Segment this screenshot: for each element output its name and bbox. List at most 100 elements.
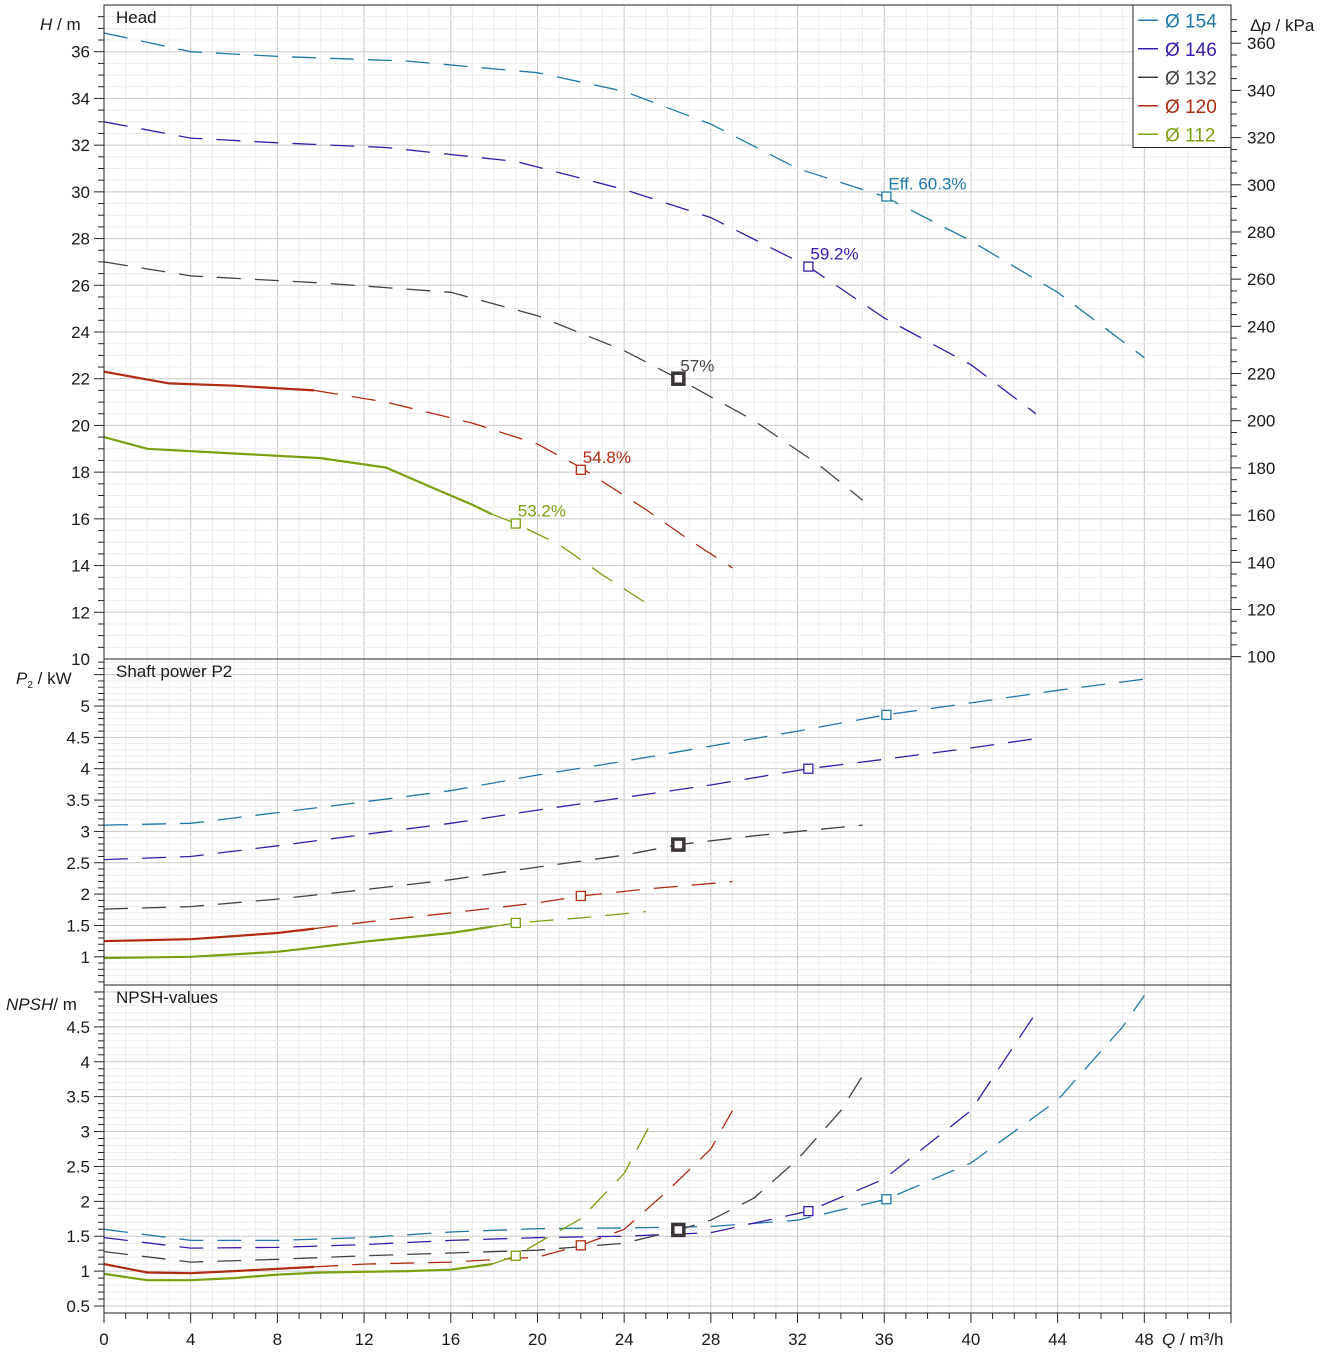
legend-item-label: Ø 154	[1165, 11, 1217, 32]
power-y-tick-label: 2	[81, 885, 90, 904]
head-y-tick-label: 28	[71, 230, 90, 249]
head-y-tick-label: 10	[71, 650, 90, 669]
head-marker-d132	[671, 371, 686, 386]
x-tick-label: 8	[273, 1330, 282, 1349]
efficiency-label-d132: 57%	[680, 357, 714, 376]
head-marker-d154	[881, 191, 892, 202]
secondary-y-tick-label: 360	[1247, 34, 1275, 53]
power-y-tick-label: 1.5	[66, 916, 90, 935]
power-y-tick-label: 2.5	[66, 854, 90, 873]
power-y-tick-label: 4	[81, 760, 90, 779]
npsh-marker-d112	[510, 1250, 521, 1261]
x-tick-label: 48	[1135, 1330, 1154, 1349]
npsh-y-tick-label: 0.5	[66, 1297, 90, 1316]
head-marker-d112	[510, 518, 521, 529]
npsh-y-tick-label: 3.5	[66, 1088, 90, 1107]
efficiency-label-d120: 54.8%	[583, 448, 631, 467]
npsh-marker-d120	[575, 1240, 586, 1251]
npsh-y-tick-label: 2.5	[66, 1157, 90, 1176]
x-tick-label: 44	[1048, 1330, 1067, 1349]
head-axis-label: H / m	[40, 15, 81, 34]
head-y-tick-label: 30	[71, 183, 90, 202]
x-tick-label: 28	[701, 1330, 720, 1349]
x-tick-label: 4	[186, 1330, 195, 1349]
npsh-panel-title: NPSH-values	[116, 988, 218, 1007]
efficiency-label-d154: Eff. 60.3%	[888, 175, 966, 194]
head-y-tick-label: 18	[71, 463, 90, 482]
power-y-tick-label: 5	[81, 697, 90, 716]
power-marker-d154	[881, 709, 892, 720]
secondary-y-tick-label: 100	[1247, 648, 1275, 667]
head-y-tick-label: 22	[71, 370, 90, 389]
power-y-tick-label: 4.5	[66, 728, 90, 747]
power-curve-d112	[491, 910, 646, 928]
head-marker-d120	[575, 464, 586, 475]
power-y-tick-label: 3.5	[66, 791, 90, 810]
head-curve-d112	[491, 513, 647, 604]
head-curve-d146	[103, 121, 1037, 415]
head-curve-d120-solid	[103, 370, 315, 392]
secondary-y-tick-label: 180	[1247, 459, 1275, 478]
power-marker-d112	[510, 917, 521, 929]
npsh-curve-d146	[103, 1012, 1037, 1249]
curve-layer	[103, 32, 1145, 1282]
secondary-y-tick-label: 160	[1247, 506, 1275, 525]
x-tick-label: 36	[875, 1330, 894, 1349]
npsh-y-tick-label: 4.5	[66, 1018, 90, 1037]
frame-layer	[94, 4, 1241, 1323]
power-marker-d132	[671, 837, 686, 852]
x-tick-label: 40	[961, 1330, 980, 1349]
head-y-tick-label: 12	[71, 603, 90, 622]
power-curve-d120	[314, 880, 733, 930]
npsh-axis-label: NPSH/ m	[6, 995, 77, 1014]
head-panel-title: Head	[116, 8, 157, 27]
power-y-tick-label: 3	[81, 822, 90, 841]
legend: Ø 154 Ø 146 Ø 132 Ø 120 Ø 112	[1132, 4, 1232, 148]
head-y-tick-label: 26	[71, 276, 90, 295]
head-y-tick-label: 34	[71, 89, 90, 108]
secondary-y-tick-label: 280	[1247, 223, 1275, 242]
head-curve-d120	[314, 389, 733, 569]
legend-item-label: Ø 112	[1165, 125, 1215, 146]
power-curve-d154	[103, 678, 1145, 826]
x-tick-label: 12	[355, 1330, 374, 1349]
power-curve-d132	[103, 824, 863, 910]
head-curve-d112-solid	[103, 436, 493, 516]
legend-item-label: Ø 146	[1165, 40, 1217, 61]
power-y-tick-label: 1	[81, 948, 90, 967]
power-marker-d146	[803, 763, 814, 774]
head-curve-d132	[103, 261, 864, 501]
secondary-axis-label: Δp / kPa	[1250, 16, 1315, 35]
x-tick-label: 0	[99, 1330, 108, 1349]
x-tick-label: 32	[788, 1330, 807, 1349]
power-marker-d120	[575, 890, 586, 902]
secondary-y-tick-label: 120	[1247, 600, 1275, 619]
npsh-y-tick-label: 2	[81, 1192, 90, 1211]
npsh-curve-d112-solid	[103, 1263, 493, 1282]
power-curve-d120-solid	[103, 927, 315, 943]
secondary-y-tick-label: 300	[1247, 176, 1275, 195]
x-tick-label: 20	[528, 1330, 547, 1349]
secondary-y-tick-label: 240	[1247, 317, 1275, 336]
npsh-curve-d120-solid	[103, 1263, 315, 1275]
power-axis-label: P2 / kW	[16, 669, 72, 691]
head-y-tick-label: 16	[71, 510, 90, 529]
head-y-tick-label: 32	[71, 136, 90, 155]
npsh-y-tick-label: 1	[81, 1262, 90, 1281]
npsh-y-tick-label: 3	[81, 1123, 90, 1142]
x-axis-label: Q / m³/h	[1162, 1330, 1223, 1349]
power-panel-title: Shaft power P2	[116, 662, 232, 681]
head-marker-d146	[803, 261, 814, 272]
npsh-curve-d132	[103, 1075, 864, 1263]
power-curve-d112-solid	[103, 925, 493, 960]
secondary-y-tick-label: 140	[1247, 553, 1275, 572]
head-y-tick-label: 36	[71, 43, 90, 62]
head-y-tick-label: 20	[71, 416, 90, 435]
grid-layer	[104, 5, 1232, 1313]
secondary-y-tick-label: 260	[1247, 270, 1275, 289]
npsh-marker-d146	[803, 1205, 814, 1217]
efficiency-label-d112: 53.2%	[518, 502, 566, 521]
npsh-marker-d154	[881, 1194, 892, 1205]
npsh-curve-d154	[103, 995, 1145, 1242]
